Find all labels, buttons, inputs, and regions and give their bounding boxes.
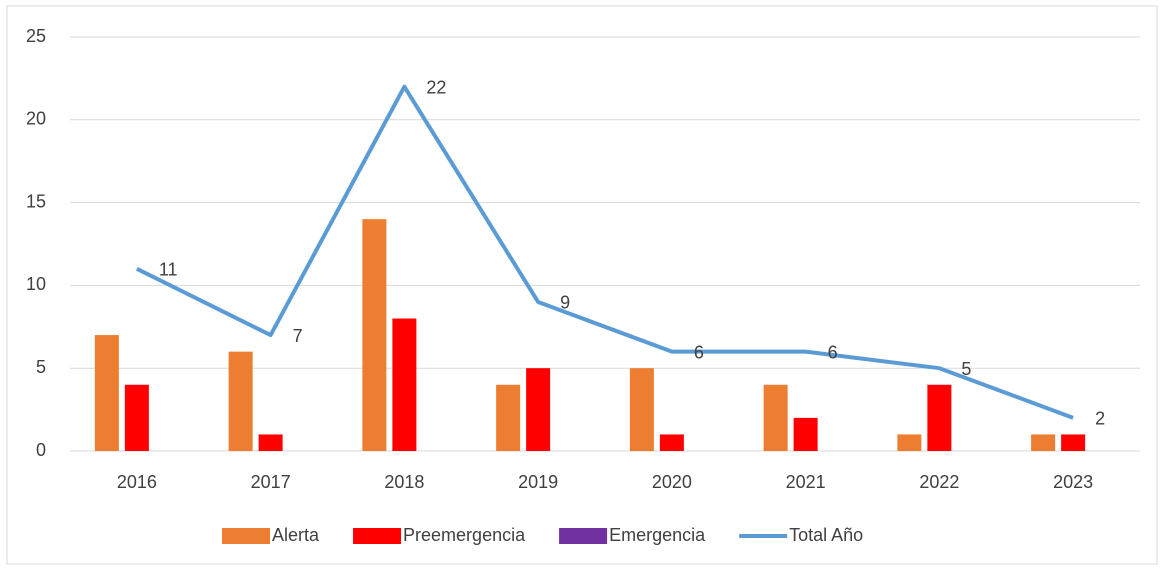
legend-swatch [222, 528, 270, 544]
data-label: 6 [828, 342, 838, 362]
x-tick-label: 2023 [1053, 472, 1093, 492]
y-tick-label: 25 [26, 26, 46, 46]
bar [793, 417, 818, 451]
data-label: 11 [159, 260, 178, 280]
x-tick-label: 2022 [919, 472, 959, 492]
bar [362, 219, 387, 451]
bar [927, 384, 952, 451]
y-tick-label: 20 [26, 109, 46, 129]
data-label: 5 [961, 359, 971, 379]
x-tick-label: 2019 [518, 472, 558, 492]
bar [496, 384, 521, 451]
bar [897, 434, 922, 451]
bar [124, 384, 149, 451]
bar [659, 434, 684, 451]
data-label: 9 [560, 293, 570, 313]
bar [1061, 434, 1086, 451]
x-tick-label: 2017 [251, 472, 291, 492]
x-tick-label: 2020 [652, 472, 692, 492]
x-tick-label: 2018 [384, 472, 424, 492]
y-tick-label: 5 [36, 357, 46, 377]
data-label: 2 [1095, 409, 1105, 429]
legend-label: Total Año [789, 525, 863, 545]
bar [258, 434, 283, 451]
x-tick-label: 2021 [786, 472, 826, 492]
x-tick-label: 2016 [117, 472, 157, 492]
legend-label: Alerta [272, 525, 320, 545]
bar [1031, 434, 1056, 451]
data-label: 7 [293, 326, 303, 346]
data-label: 22 [426, 77, 446, 97]
bar [392, 318, 417, 451]
y-tick-label: 10 [26, 274, 46, 294]
legend-swatch [559, 528, 608, 544]
legend-label: Preemergencia [403, 525, 526, 545]
bar [763, 384, 788, 451]
bar [526, 368, 551, 451]
y-tick-label: 0 [36, 440, 46, 460]
y-tick-label: 15 [26, 191, 46, 211]
bar [629, 368, 654, 451]
line [135, 84, 1074, 420]
legend-label: Emergencia [609, 525, 706, 545]
data-label: 6 [694, 342, 704, 362]
legend-swatch [353, 528, 402, 544]
bar [228, 351, 253, 451]
bar [94, 335, 119, 451]
